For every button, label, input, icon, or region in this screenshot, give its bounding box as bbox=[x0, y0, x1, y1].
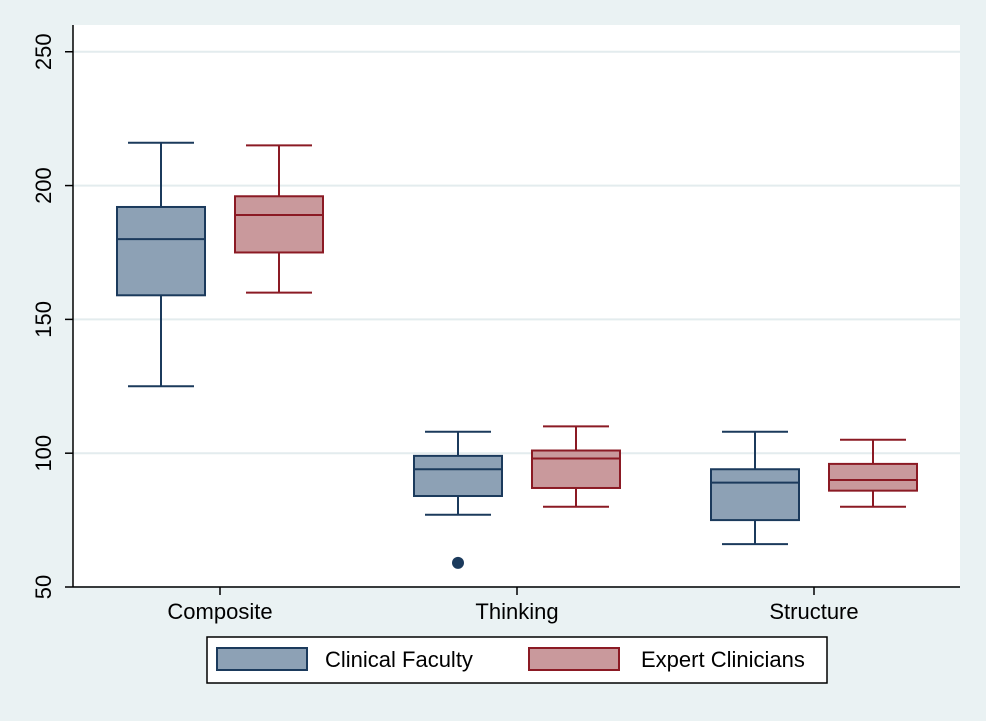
box-2-1 bbox=[828, 438, 918, 508]
legend-box bbox=[206, 636, 828, 684]
iqr-box bbox=[531, 449, 621, 489]
iqr-box bbox=[413, 454, 503, 498]
y-tick-label: 50 bbox=[31, 575, 56, 599]
box-0-0 bbox=[116, 141, 206, 388]
iqr-box bbox=[710, 468, 800, 522]
x-tick-label: Thinking bbox=[475, 599, 558, 624]
box-1-1 bbox=[531, 425, 621, 508]
box-0-1 bbox=[234, 144, 324, 294]
y-tick-label: 250 bbox=[31, 33, 56, 70]
legend-label: Clinical Faculty bbox=[325, 647, 473, 672]
legend-label: Expert Clinicians bbox=[641, 647, 805, 672]
iqr-box bbox=[116, 205, 206, 297]
legend-swatch bbox=[216, 647, 308, 671]
iqr-box bbox=[828, 462, 918, 492]
outlier-point bbox=[452, 556, 464, 569]
legend-swatch bbox=[528, 647, 620, 671]
y-tick-label: 150 bbox=[31, 301, 56, 338]
box-1-0 bbox=[413, 430, 503, 569]
iqr-box bbox=[234, 195, 324, 254]
x-tick-label: Composite bbox=[167, 599, 272, 624]
plot-area bbox=[73, 25, 960, 587]
y-tick-label: 200 bbox=[31, 167, 56, 204]
y-tick-label: 100 bbox=[31, 435, 56, 472]
x-tick-label: Structure bbox=[769, 599, 858, 624]
box-2-0 bbox=[710, 430, 800, 546]
